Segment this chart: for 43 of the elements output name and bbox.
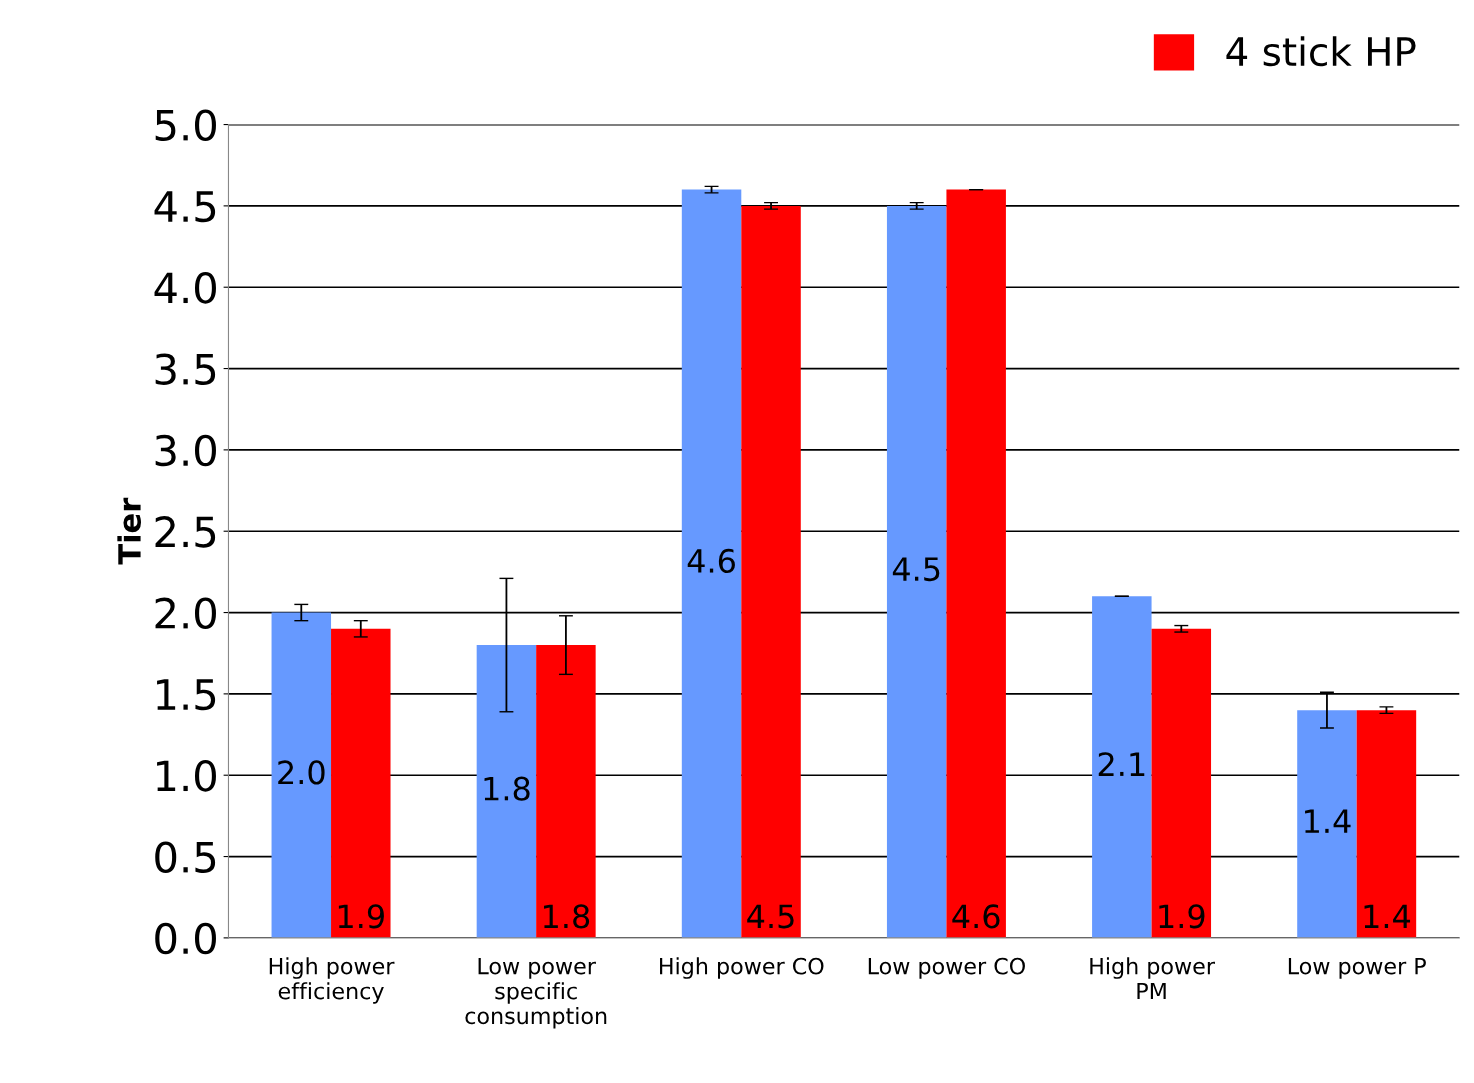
data-label: 1.8 [484,776,530,801]
y-tick-label: 3.0 [155,434,216,467]
y-tick-label: 4.5 [154,191,216,223]
data-label: 4.5 [747,904,794,929]
y-tick-label: 5.0 [155,109,216,141]
bar [271,612,332,938]
y-axis-title: Tier [117,497,142,565]
data-label: 1.4 [1305,809,1351,833]
bar [331,628,391,938]
bar [1297,710,1357,938]
data-label: 4.6 [687,548,735,574]
data-label: 1.8 [544,904,590,929]
bar [476,645,537,938]
data-label: 1.9 [1159,904,1205,929]
bar [946,189,1006,938]
legend-label: 4 stick HP [1226,36,1416,67]
data-label: 1.4 [1364,904,1411,928]
y-tick-label: 4.0 [154,272,216,304]
y-tick-label: 2.5 [155,516,216,548]
data-label: 2.1 [1098,752,1145,776]
bar [1356,710,1417,938]
y-tick-label: 0.5 [155,841,216,873]
data-label: 1.9 [338,904,384,929]
data-label: 2.0 [278,760,325,785]
data-label: 4.5 [892,557,940,582]
x-tick-label: High power efficiency [269,957,395,1004]
bar [536,645,596,938]
data-label: 4.6 [952,904,1000,929]
bar [886,205,947,938]
x-tick-label: Low power specific consumption [465,958,607,1029]
y-tick-label: 1.0 [157,760,216,792]
x-tick-label: Low power CO [868,957,1025,979]
x-tick-label: High power PM [1090,957,1215,1000]
x-tick-label: High power CO [660,957,824,979]
y-tick-label: 1.5 [157,679,216,711]
bar [741,205,801,938]
y-tick-label: 2.0 [155,597,216,629]
bar [1151,628,1212,938]
y-tick-label: 3.5 [155,353,216,385]
y-tick-label: 0.0 [155,922,216,955]
bar [681,189,742,938]
bar [1092,596,1152,938]
x-tick-label: Low power P [1288,958,1426,979]
